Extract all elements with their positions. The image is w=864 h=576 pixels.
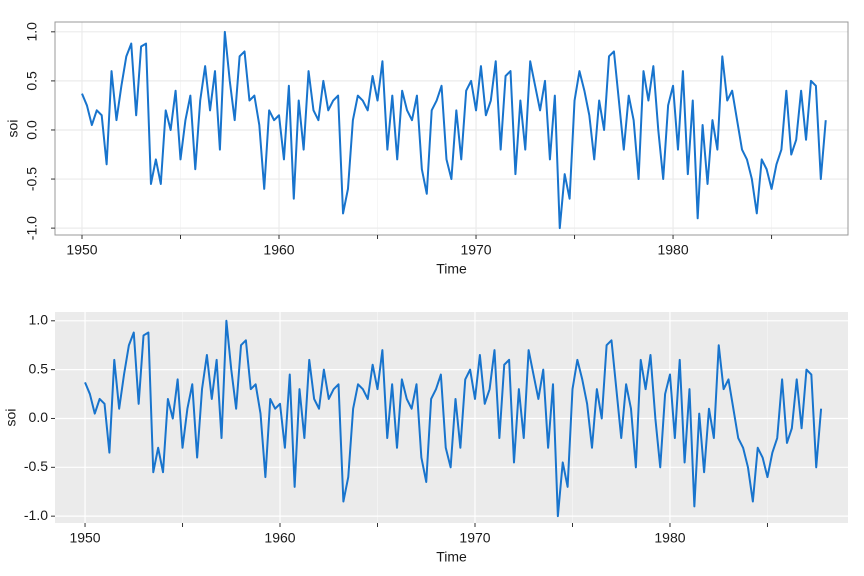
x-axis-label: Time — [436, 261, 467, 277]
y-tick-label: -1.0 — [24, 216, 40, 240]
x-axis-label: Time — [436, 549, 467, 565]
panel-background — [55, 312, 848, 523]
x-tick-label: 1970 — [459, 530, 490, 546]
y-tick-label: -0.5 — [24, 458, 48, 474]
y-axis-label: soi — [3, 409, 19, 427]
panel-background — [55, 22, 848, 235]
x-tick-label: 1980 — [654, 530, 685, 546]
panel-border — [54, 21, 849, 236]
y-tick-label: 1.0 — [24, 22, 40, 42]
x-tick-label: 1960 — [264, 530, 295, 546]
x-tick-label: 1960 — [263, 242, 294, 258]
x-tick-label: 1980 — [657, 242, 688, 258]
y-tick-label: 1.0 — [29, 311, 49, 327]
y-axis-label: soi — [5, 120, 21, 138]
soi-line — [81, 30, 827, 230]
y-tick-label: -0.5 — [24, 167, 40, 191]
y-tick-label: 0.5 — [29, 360, 49, 376]
y-tick-label: 0.5 — [24, 71, 40, 91]
x-tick-label: 1950 — [66, 242, 97, 258]
y-tick-label: 0.0 — [29, 409, 49, 425]
y-tick-label: -1.0 — [24, 507, 48, 523]
soi-line — [84, 319, 823, 518]
y-tick-label: 0.0 — [24, 120, 40, 140]
x-tick-label: 1970 — [460, 242, 491, 258]
x-tick-label: 1950 — [69, 530, 100, 546]
